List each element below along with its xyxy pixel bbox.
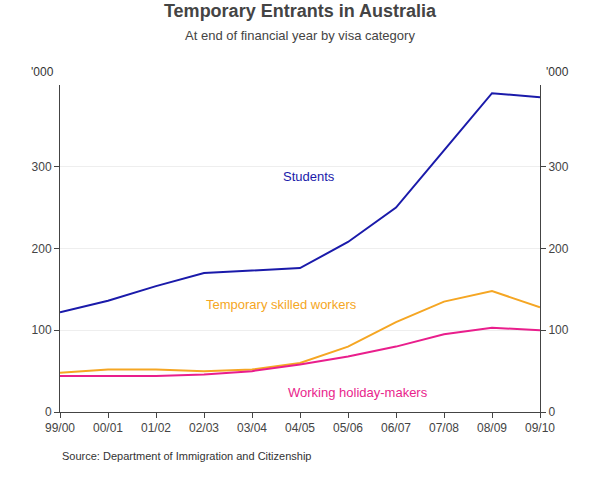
svg-text:100: 100 <box>548 323 568 337</box>
svg-text:07/08: 07/08 <box>429 421 459 435</box>
svg-text:200: 200 <box>32 242 52 256</box>
svg-text:04/05: 04/05 <box>285 421 315 435</box>
svg-text:06/07: 06/07 <box>381 421 411 435</box>
svg-text:01/02: 01/02 <box>141 421 171 435</box>
svg-text:0: 0 <box>45 405 52 419</box>
svg-text:Working holiday-makers: Working holiday-makers <box>288 385 428 400</box>
svg-text:Temporary skilled workers: Temporary skilled workers <box>206 297 357 312</box>
svg-text:05/06: 05/06 <box>333 421 363 435</box>
svg-text:99/00: 99/00 <box>45 421 75 435</box>
svg-text:'000: '000 <box>31 65 54 79</box>
svg-text:'000: '000 <box>546 65 569 79</box>
svg-text:Students: Students <box>283 169 335 184</box>
svg-text:300: 300 <box>32 160 52 174</box>
svg-text:Temporary Entrants in Australi: Temporary Entrants in AustraliaAt end of… <box>164 1 437 43</box>
svg-text:08/09: 08/09 <box>477 421 507 435</box>
svg-text:300: 300 <box>548 160 568 174</box>
svg-text:00/01: 00/01 <box>93 421 123 435</box>
svg-text:200: 200 <box>548 242 568 256</box>
svg-text:03/04: 03/04 <box>237 421 267 435</box>
svg-text:0: 0 <box>548 405 555 419</box>
svg-text:Source: Department of Immigrat: Source: Department of Immigration and Ci… <box>62 450 311 462</box>
svg-text:09/10: 09/10 <box>525 421 555 435</box>
svg-text:100: 100 <box>32 323 52 337</box>
svg-text:02/03: 02/03 <box>189 421 219 435</box>
